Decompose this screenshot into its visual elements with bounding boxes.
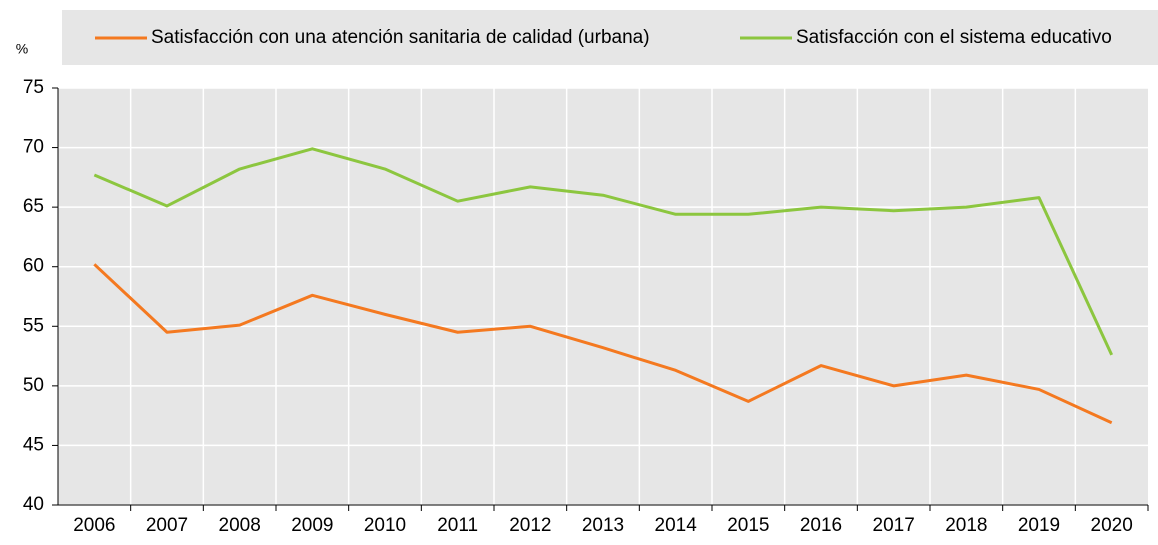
legend-background (62, 10, 1158, 65)
x-tick-label: 2008 (219, 515, 261, 536)
x-tick-label: 2006 (73, 515, 115, 536)
y-tick-label: 55 (23, 315, 44, 336)
x-tick-label: 2018 (945, 515, 987, 536)
x-tick-label: 2007 (146, 515, 188, 536)
y-tick-label: 70 (23, 137, 44, 158)
x-tick-label: 2019 (1018, 515, 1060, 536)
y-axis-unit: % (16, 41, 28, 57)
plot-background (58, 88, 1148, 505)
y-tick-label: 65 (23, 196, 44, 217)
x-tick-label: 2013 (582, 515, 624, 536)
legend-label: Satisfacción con el sistema educativo (796, 27, 1112, 48)
x-tick-label: 2020 (1091, 515, 1133, 536)
x-tick-label: 2016 (800, 515, 842, 536)
y-tick-label: 75 (23, 77, 44, 98)
series-line (93, 263, 1113, 425)
y-tick-label: 40 (23, 494, 44, 515)
legend-label: Satisfacción con una atención sanitaria … (151, 27, 650, 48)
x-tick-label: 2010 (364, 515, 406, 536)
x-tick-label: 2017 (873, 515, 915, 536)
x-tick-label: 2011 (437, 515, 478, 536)
x-tick-label: 2012 (509, 515, 551, 536)
x-tick-label: 2009 (291, 515, 333, 536)
y-tick-label: 60 (23, 256, 44, 277)
x-tick-label: 2014 (655, 515, 698, 536)
series-line (93, 147, 1114, 356)
x-tick-label: 2015 (727, 515, 769, 536)
y-tick-label: 50 (23, 375, 44, 396)
y-tick-label: 45 (23, 434, 44, 455)
